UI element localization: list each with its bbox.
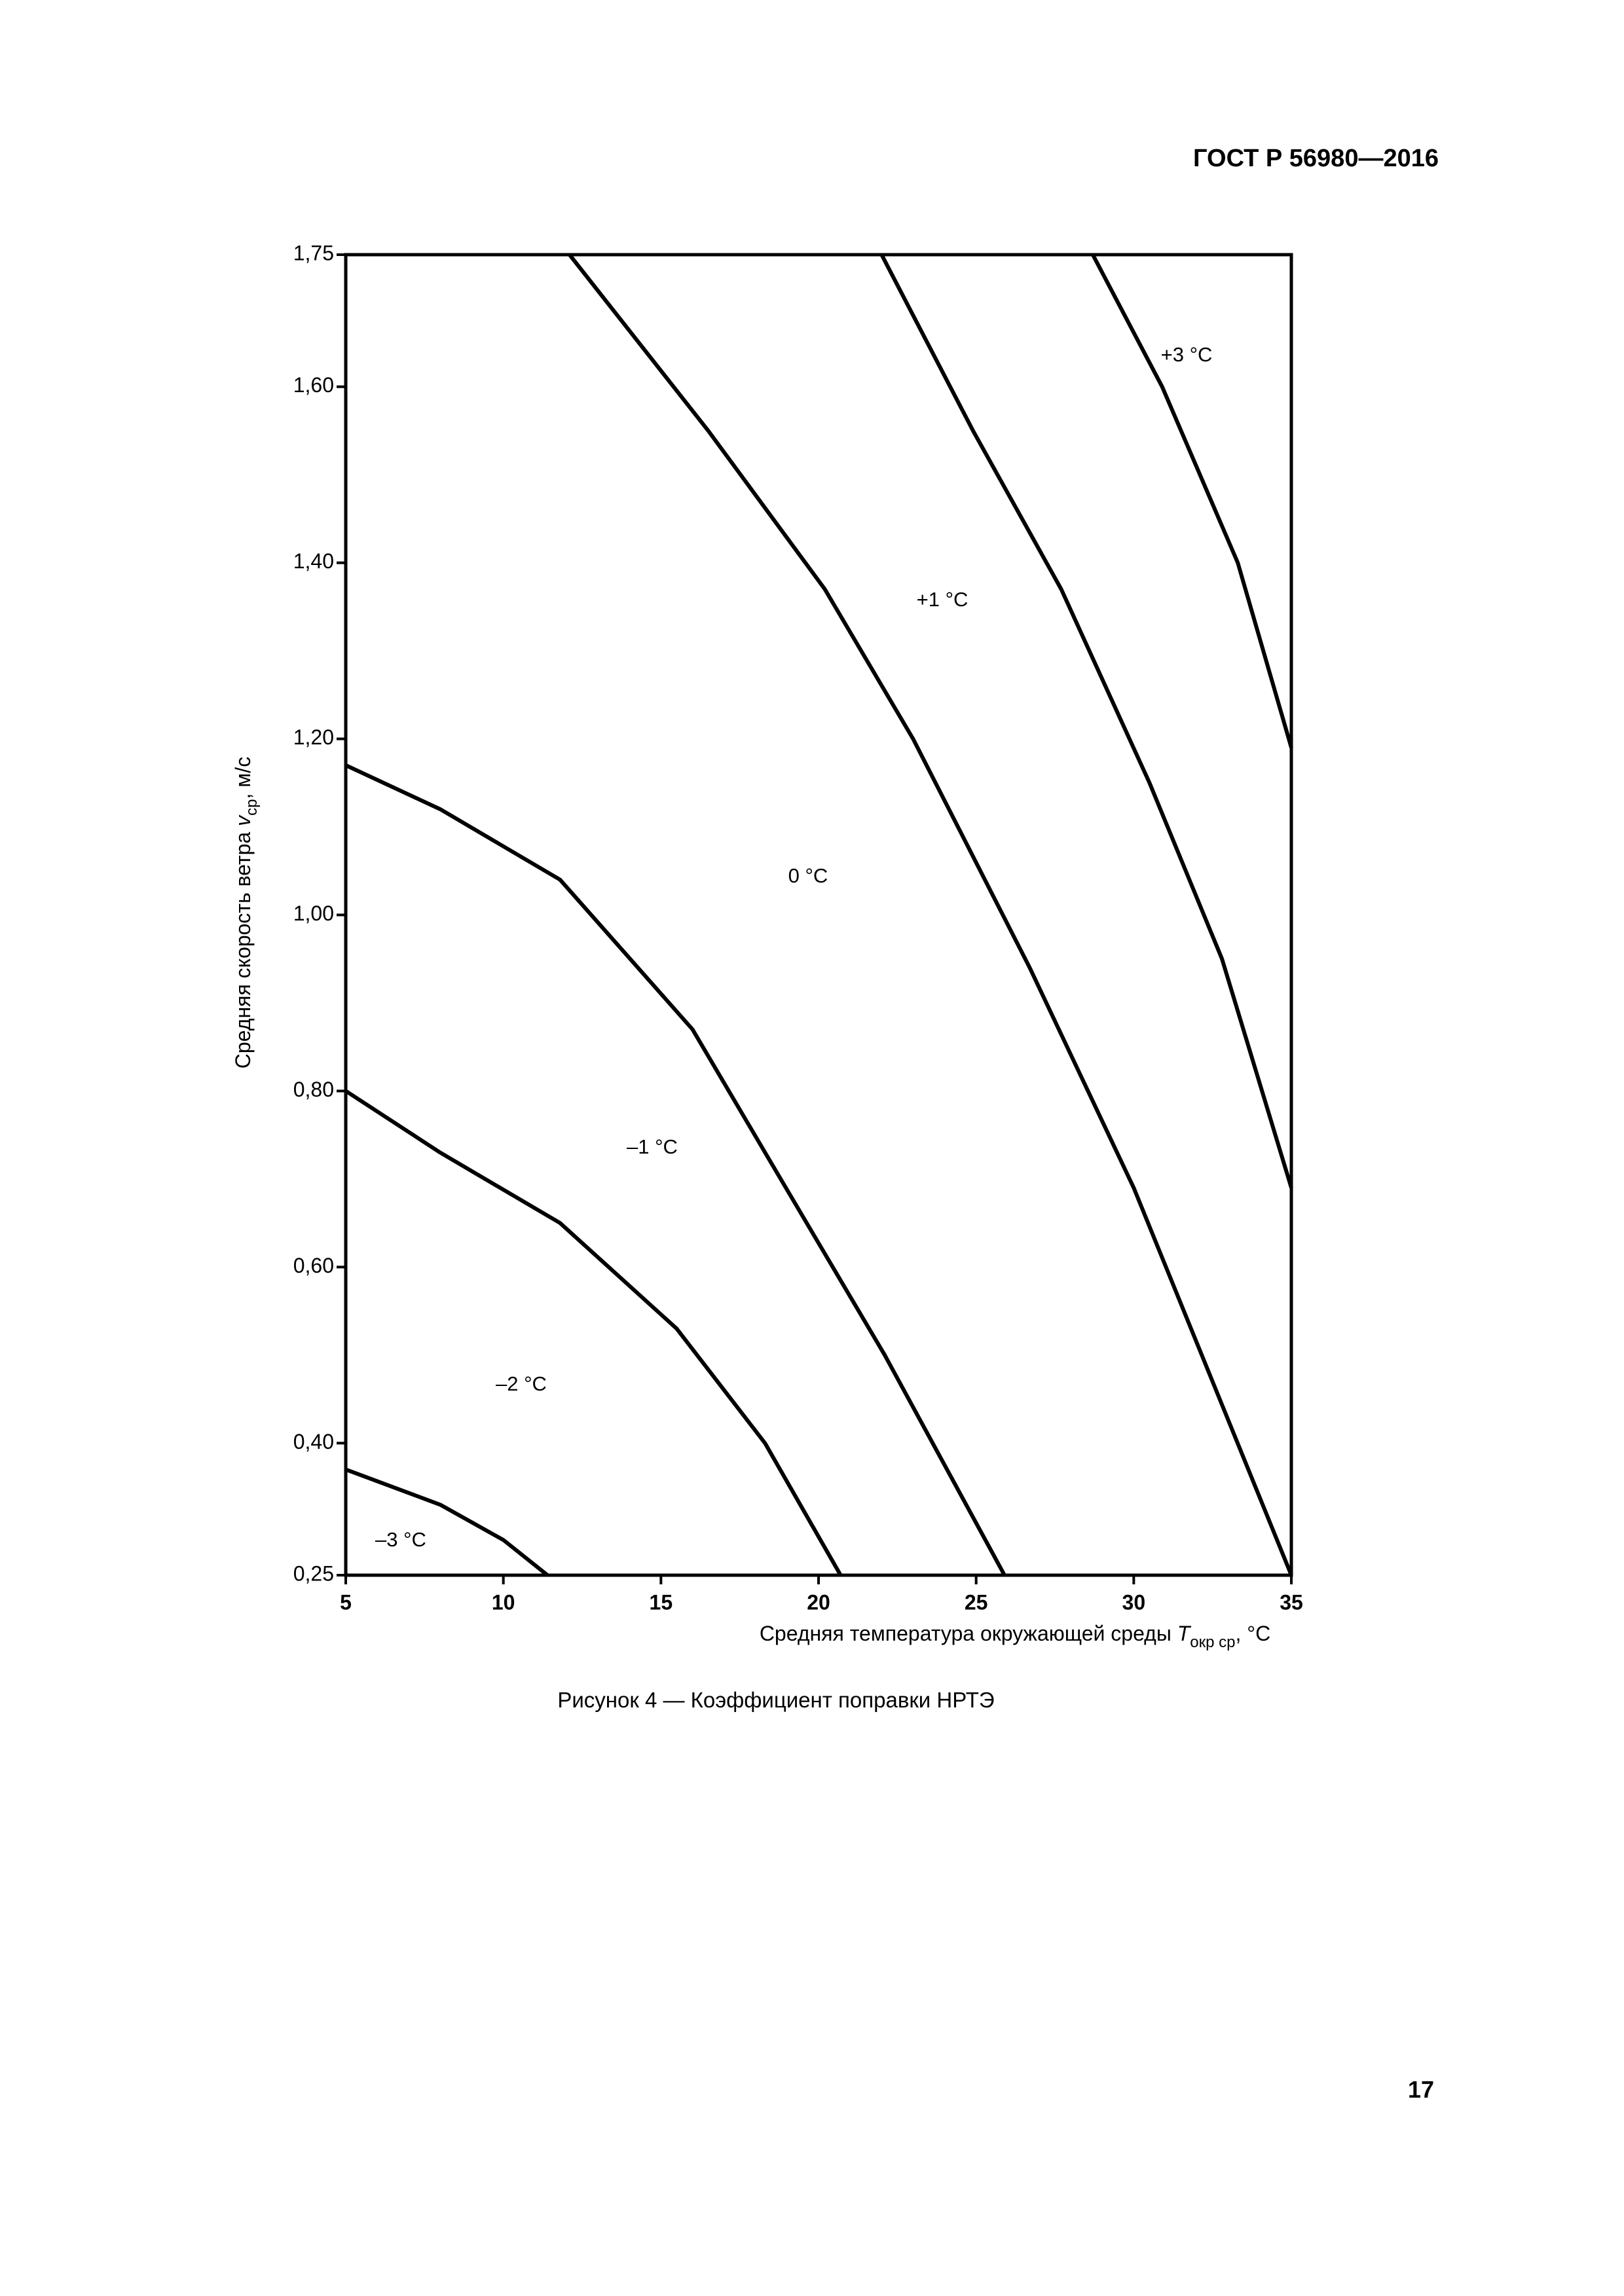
region-label: –1 °C bbox=[627, 1135, 678, 1158]
y-tick-label: 1,40 bbox=[293, 549, 334, 573]
label-unit: , °C bbox=[1236, 1622, 1271, 1645]
label-subscript: окр ср bbox=[1190, 1633, 1235, 1651]
y-tick-label: 0,60 bbox=[293, 1254, 334, 1277]
y-tick-label: 1,75 bbox=[293, 241, 334, 264]
contour-line bbox=[879, 253, 1293, 1189]
region-label: –3 °C bbox=[375, 1528, 426, 1551]
region-label: +3 °C bbox=[1161, 343, 1213, 366]
y-tick-label: 1,20 bbox=[293, 725, 334, 749]
header-title: ГОСТ Р 56980—2016 bbox=[1193, 145, 1439, 172]
y-tick-label: 1,00 bbox=[293, 902, 334, 925]
label-subscript: ср bbox=[243, 799, 261, 815]
contour-line bbox=[568, 253, 1293, 1576]
plot-frame bbox=[344, 253, 1293, 1577]
x-tick-label: 10 bbox=[492, 1590, 515, 1614]
y-tick-label: 0,40 bbox=[293, 1430, 334, 1453]
region-label: –2 °C bbox=[496, 1372, 547, 1395]
x-tick-label: 30 bbox=[1122, 1590, 1146, 1614]
chart: 0,25 0,40 0,60 0,80 1,00 1,20 1,40 1,60 1,75 5 10 1… bbox=[231, 241, 1303, 1651]
contour-line bbox=[344, 1089, 843, 1576]
page-number: 17 bbox=[1408, 2076, 1434, 2103]
caption: Рисунок 4 — Коэффициент поправки НРТЭ bbox=[557, 1688, 994, 1712]
label-symbol: T bbox=[1177, 1622, 1192, 1645]
contour-line bbox=[1091, 253, 1293, 748]
region-label: +1 °C bbox=[917, 588, 969, 611]
xlabel-label: Средняя температура окружающей среды Tок… bbox=[760, 1622, 1270, 1651]
contour-line bbox=[344, 1467, 549, 1577]
label-text: Средняя температура окружающей среды bbox=[760, 1622, 1177, 1645]
label-unit: , м/с bbox=[231, 757, 255, 799]
x-tick-label: 20 bbox=[807, 1590, 830, 1614]
x-tick-label: 35 bbox=[1280, 1590, 1303, 1614]
x-tick-label: 25 bbox=[965, 1590, 988, 1614]
y-tick-label: 0,80 bbox=[293, 1078, 334, 1101]
ylabel-label: Средняя скорость ветра vср, м/с bbox=[231, 757, 261, 1068]
x-tick-label: 5 bbox=[340, 1590, 352, 1614]
y-tick-label: 0,25 bbox=[293, 1561, 334, 1585]
contour-line bbox=[344, 763, 1006, 1576]
label-symbol: v bbox=[231, 814, 255, 826]
region-label: 0 °C bbox=[788, 864, 828, 887]
y-tick-label: 1,60 bbox=[293, 373, 334, 397]
label-text: Средняя скорость ветра bbox=[231, 826, 255, 1068]
x-tick-label: 15 bbox=[650, 1590, 673, 1614]
